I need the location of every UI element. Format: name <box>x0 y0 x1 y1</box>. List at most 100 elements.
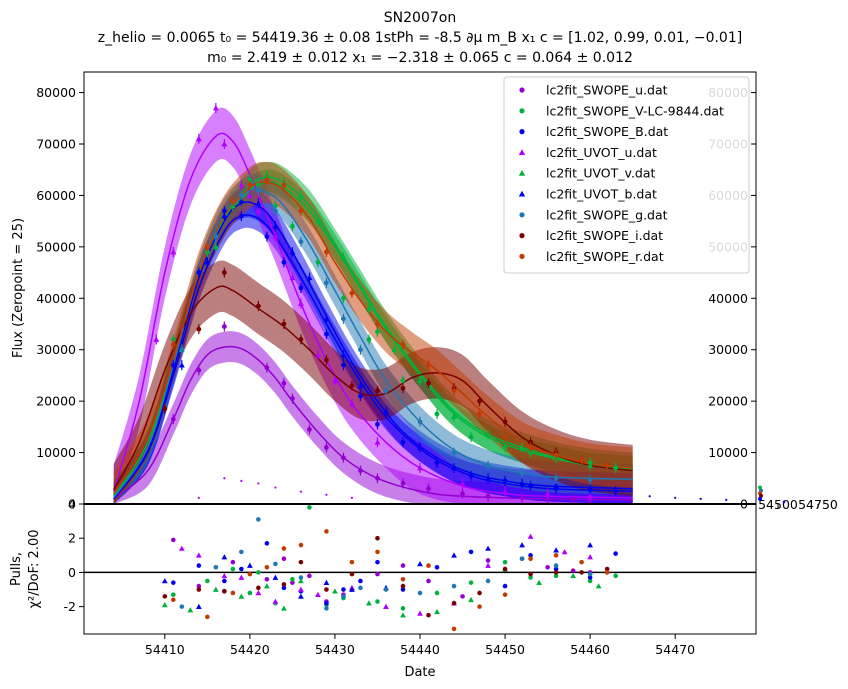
data-point <box>391 346 398 353</box>
data-point <box>281 259 287 265</box>
data-point <box>587 493 594 499</box>
pull-point <box>426 563 431 568</box>
pull-point <box>281 556 287 562</box>
pull-point <box>366 600 372 606</box>
pull-ytick-label: 4 <box>68 497 76 512</box>
data-point <box>170 337 176 342</box>
pulls-panel: -2 0 2 4 54410 54420 54430 54440 54450 54460 5447… <box>9 497 757 680</box>
data-point <box>297 300 304 306</box>
pull-point <box>595 583 602 589</box>
data-point <box>374 439 381 445</box>
pull-point <box>263 583 270 589</box>
pull-point <box>196 583 202 589</box>
pull-point <box>400 583 406 589</box>
pull-point <box>451 583 457 589</box>
data-point <box>400 481 406 486</box>
pull-point <box>221 554 228 560</box>
data-point <box>298 337 304 342</box>
inset-point <box>759 493 763 498</box>
pull-point <box>613 573 618 579</box>
legend-label-1: lc2fit_SWOPE_V-LC-9844.dat <box>546 103 724 118</box>
legend-label-8: lc2fit_SWOPE_r.dat <box>546 249 664 264</box>
data-point <box>281 380 287 386</box>
data-point <box>544 490 551 497</box>
data-point <box>349 290 355 296</box>
data-point <box>289 274 296 281</box>
model-curve-0 <box>113 345 633 501</box>
data-point <box>400 385 406 391</box>
pull-point <box>587 578 593 584</box>
data-point <box>324 249 329 255</box>
pull-point <box>341 594 346 599</box>
pull-point <box>528 575 533 580</box>
pull-point <box>230 559 236 565</box>
data-point <box>502 478 508 484</box>
data-point <box>426 362 431 368</box>
data-point <box>579 457 585 463</box>
pull-point <box>195 603 202 609</box>
pull-point <box>434 590 440 596</box>
pull-point <box>570 572 577 579</box>
data-point <box>382 408 389 414</box>
legend-marker-7 <box>519 233 525 239</box>
pull-point <box>324 606 329 611</box>
data-point <box>528 483 533 489</box>
pull-point <box>196 587 202 592</box>
data-point <box>587 477 593 483</box>
pull-ytick-label: 2 <box>68 531 76 546</box>
pulls-ylabel-2: χ²/DoF: 2.00 <box>27 530 42 609</box>
data-point <box>264 365 270 371</box>
legend: lc2fit_SWOPE_u.dat lc2fit_SWOPE_V-LC-9844… <box>503 76 750 274</box>
data-point <box>341 455 346 461</box>
data-point <box>170 362 176 368</box>
pull-point <box>502 566 508 572</box>
faint-point <box>725 498 728 501</box>
pull-point <box>587 554 594 560</box>
pull-point <box>502 592 508 597</box>
legend-marker-4 <box>518 170 526 176</box>
pull-point <box>587 571 593 577</box>
pull-point <box>604 566 610 572</box>
data-point <box>196 367 202 373</box>
data-point <box>426 486 431 491</box>
legend-marker-0 <box>519 87 525 93</box>
data-point <box>238 182 245 188</box>
chart-title: SN2007on <box>384 10 456 26</box>
pull-point <box>349 586 355 592</box>
pull-point <box>323 579 330 586</box>
pull-point <box>195 552 202 558</box>
pull-ytick-label: 0 <box>68 565 76 580</box>
faint-point <box>257 482 260 485</box>
flux-ylabel: Flux (Zeropoint = 25) <box>11 218 26 358</box>
data-point <box>195 135 202 142</box>
pull-point <box>222 578 227 584</box>
pull-point <box>298 593 304 599</box>
data-point <box>468 434 474 440</box>
data-point <box>604 463 610 468</box>
data-point <box>468 473 474 479</box>
data-point <box>400 342 406 347</box>
data-point <box>281 182 287 188</box>
data-point <box>553 452 559 458</box>
pull-point <box>460 594 465 599</box>
faint-point <box>699 497 702 500</box>
data-point <box>341 295 346 301</box>
data-point <box>400 378 406 383</box>
pull-point <box>375 549 380 555</box>
pull-point <box>579 559 584 565</box>
pull-point <box>171 592 176 597</box>
data-point <box>178 362 185 368</box>
date-xtick-label: 54450 <box>485 642 525 657</box>
pull-point <box>485 578 491 584</box>
pull-point <box>536 579 542 586</box>
pull-point <box>502 559 508 565</box>
pull-point <box>468 549 474 555</box>
pull-point <box>171 597 176 603</box>
inset-xtick-label: 54500 <box>758 497 798 512</box>
pull-point <box>196 563 202 568</box>
pull-point <box>527 533 534 539</box>
model-band-8 <box>113 161 633 504</box>
data-point <box>341 362 346 368</box>
faint-point <box>350 496 354 499</box>
pull-point <box>587 575 593 580</box>
